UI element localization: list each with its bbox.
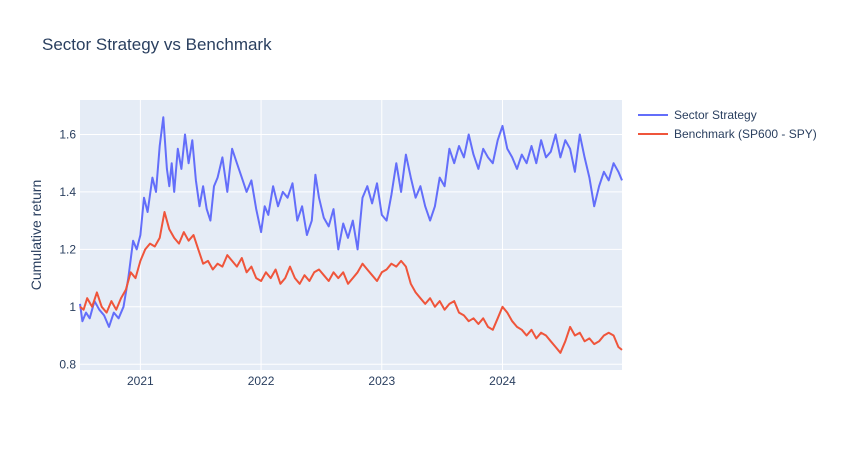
y-tick-label: 1.6 (59, 127, 76, 141)
y-axis-title: Cumulative return (28, 180, 44, 291)
x-tick-label: 2022 (248, 374, 275, 388)
x-tick-label: 2021 (127, 374, 154, 388)
x-tick-label: 2024 (489, 374, 516, 388)
y-tick-label: 1 (69, 300, 76, 314)
legend-label: Sector Strategy (674, 108, 757, 122)
series-line-0 (79, 116, 623, 328)
series-line-1 (79, 211, 623, 354)
grid-lines (80, 100, 622, 370)
chart-title: Sector Strategy vs Benchmark (42, 35, 272, 54)
plot-area (80, 100, 622, 370)
x-tick-label: 2023 (368, 374, 395, 388)
x-axis-ticks: 2021 2022 2023 2024 (127, 374, 516, 388)
y-tick-label: 1.2 (59, 242, 76, 256)
y-axis-ticks: 0.8 1 1.2 1.4 1.6 (59, 127, 76, 371)
legend-item-0[interactable]: Sector Strategy (638, 108, 757, 122)
y-tick-label: 0.8 (59, 357, 76, 371)
legend-label: Benchmark (SP600 - SPY) (674, 127, 817, 141)
series-lines (79, 116, 623, 354)
y-tick-label: 1.4 (59, 185, 76, 199)
legend[interactable]: Sector Strategy Benchmark (SP600 - SPY) (638, 108, 817, 141)
legend-item-1[interactable]: Benchmark (SP600 - SPY) (638, 127, 817, 141)
